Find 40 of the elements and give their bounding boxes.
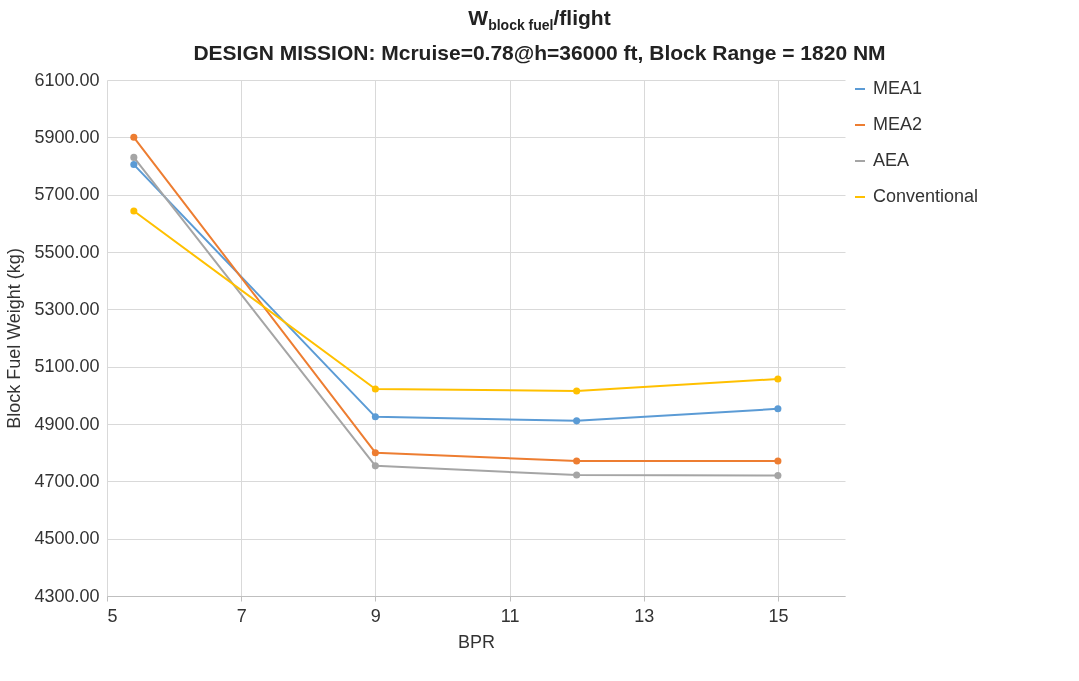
y-tick-label: 5300.00 (34, 299, 100, 320)
point (573, 471, 581, 479)
point (130, 154, 138, 162)
point (573, 387, 581, 395)
y-tick-label: 4500.00 (34, 528, 100, 549)
point (573, 417, 581, 425)
point (371, 449, 379, 457)
chart-subtitle: DESIGN MISSION: Mcruise=0.78@h=36000 ft, Block Range = 1820 NM (192, 40, 887, 67)
point (130, 161, 138, 169)
y-tick-label: 4700.00 (34, 471, 100, 492)
y-tick-label: 5900.00 (34, 127, 100, 148)
point (371, 413, 379, 421)
legend-label: MEA2 (873, 114, 923, 135)
legend-label: AEA (873, 150, 910, 171)
chart-title: W$_{block fuel}$/flight (467, 5, 612, 36)
x-tick-label: 5 (107, 605, 118, 626)
x-tick-label: 11 (500, 605, 520, 626)
x-tick-label: 9 (370, 605, 381, 626)
point (774, 472, 782, 480)
y-tick-label: 5700.00 (34, 184, 100, 205)
x-tick-label: 13 (634, 605, 655, 626)
legend-label: MEA1 (873, 78, 923, 99)
point (774, 405, 782, 413)
legend-label: Conventional (873, 186, 979, 207)
point (371, 462, 379, 470)
y-tick-label: 4900.00 (34, 413, 100, 434)
y-tick-label: 5100.00 (34, 356, 100, 377)
point (573, 457, 581, 465)
x-tick-label: 15 (768, 605, 789, 626)
point (371, 385, 379, 393)
x-tick-label: 7 (236, 605, 247, 626)
y-tick-label: 5500.00 (34, 241, 100, 262)
point (130, 207, 138, 215)
point (130, 133, 138, 142)
y-axis-title: Block Fuel Weight (kg) (4, 248, 25, 430)
y-tick-label: 6100.00 (34, 69, 100, 90)
point (774, 375, 782, 383)
y-tick-label: 4300.00 (34, 585, 100, 606)
point (774, 457, 782, 465)
x-axis-title: BPR (457, 631, 496, 652)
